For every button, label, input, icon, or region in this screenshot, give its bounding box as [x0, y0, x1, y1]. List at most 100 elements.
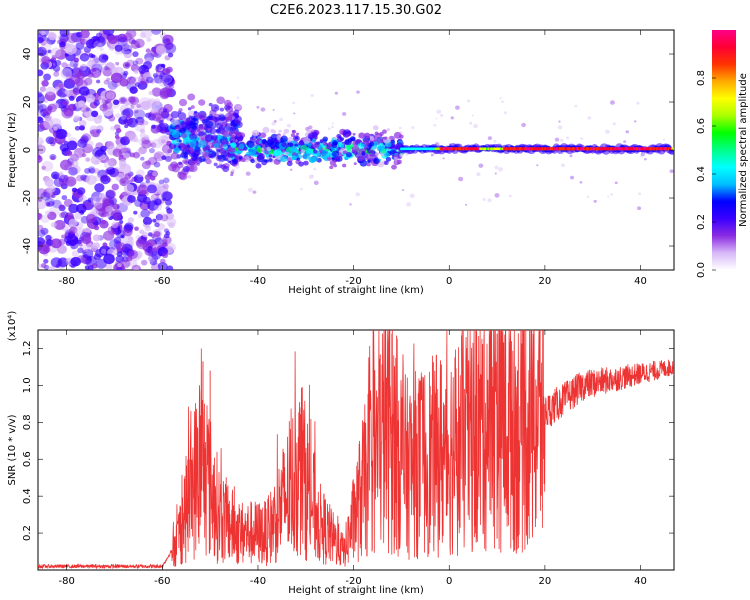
- heatmap-cell: [623, 140, 627, 143]
- heatmap-cell: [474, 147, 477, 151]
- heatmap-cell: [146, 76, 154, 84]
- heatmap-cell: [194, 149, 201, 156]
- heatmap-cell: [44, 178, 54, 187]
- heatmap-cell: [66, 32, 79, 44]
- heatmap-cell: [228, 157, 232, 162]
- heatmap-cell: [61, 234, 66, 239]
- heatmap-cell: [106, 213, 111, 218]
- heatmap-cell: [291, 155, 298, 160]
- heatmap-cell: [669, 169, 674, 173]
- heatmap-cell: [218, 164, 223, 169]
- heatmap-cell: [40, 30, 46, 36]
- heatmap-cell: [280, 155, 288, 163]
- heatmap-cell: [273, 120, 277, 123]
- heatmap-cell: [182, 165, 190, 173]
- heatmap-cell: [40, 191, 51, 201]
- heatmap-cell: [129, 96, 140, 106]
- heatmap-cell: [67, 165, 79, 176]
- heatmap-cell: [532, 147, 536, 151]
- heatmap-cell: [152, 73, 158, 78]
- heatmap-cell: [256, 105, 260, 109]
- heatmap-cell: [38, 144, 46, 155]
- heatmap-cell: [583, 147, 586, 151]
- heatmap-cell: [518, 147, 521, 151]
- heatmap-cell: [135, 238, 145, 247]
- heatmap-cell: [178, 98, 188, 107]
- heatmap-cell: [366, 162, 371, 167]
- heatmap-cell: [50, 171, 60, 180]
- heatmap-cell: [208, 102, 213, 107]
- heatmap-cell: [218, 114, 226, 122]
- heatmap-cell: [80, 174, 88, 181]
- heatmap-cell: [586, 195, 590, 198]
- heatmap-cell: [113, 213, 122, 221]
- heatmap-cell: [430, 154, 434, 157]
- heatmap-cell: [74, 212, 82, 220]
- heatmap-cell: [42, 107, 52, 116]
- heatmap-cell: [145, 48, 151, 53]
- heatmap-cell: [446, 147, 450, 151]
- heatmap-cell: [154, 222, 160, 228]
- heatmap-cell: [473, 123, 479, 129]
- heatmap-cell: [218, 148, 225, 155]
- heatmap-cell: [325, 146, 329, 150]
- heatmap-cell: [108, 45, 116, 51]
- heatmap-cell: [134, 122, 146, 132]
- heatmap-cell: [455, 105, 460, 110]
- heatmap-cell: [601, 147, 604, 151]
- heatmap-cell: [342, 163, 347, 168]
- heatmap-cell: [597, 147, 600, 151]
- heatmap-cell: [128, 179, 133, 184]
- heatmap-cell: [501, 100, 504, 103]
- heatmap-cell: [88, 74, 93, 79]
- heatmap-cell: [201, 118, 207, 124]
- heatmap-cell: [156, 185, 165, 193]
- heatmap-cell: [652, 147, 655, 151]
- heatmap-cell: [382, 129, 387, 134]
- heatmap-cell: [308, 125, 313, 130]
- heatmap-cell: [487, 198, 492, 203]
- heatmap-cell: [48, 200, 55, 207]
- heatmap-cell: [166, 265, 174, 270]
- heatmap-cell: [165, 212, 174, 220]
- heatmap-cell: [409, 193, 415, 199]
- heatmap-cell: [528, 147, 531, 151]
- heatmap-cell: [139, 128, 146, 134]
- heatmap-cell: [580, 137, 584, 140]
- heatmap-cell: [514, 147, 517, 151]
- heatmap-cell: [593, 147, 596, 151]
- heatmap-cell: [300, 187, 303, 191]
- heatmap-cell: [464, 203, 468, 206]
- colorbar-tick-label: 0.0: [696, 262, 707, 278]
- snr-panel: -80 -60 -40 -20 0 20 40 0.2 0.4 0.6 0.8 1.0 1.2 Hei…: [7, 311, 675, 596]
- heatmap-cell: [198, 112, 207, 120]
- figure-title: C2E6.2023.117.15.30.G02: [270, 3, 442, 18]
- heatmap-cell: [505, 147, 508, 151]
- heatmap-cell: [92, 70, 101, 78]
- heatmap-cell: [353, 150, 357, 153]
- heatmap-cell: [247, 187, 253, 193]
- heatmap-cell: [133, 109, 146, 120]
- heatmap-cell: [561, 163, 565, 168]
- heatmap-cell: [487, 136, 493, 141]
- heatmap-cell: [109, 66, 118, 74]
- heatmap-cell: [464, 147, 467, 151]
- heatmap-cell: [180, 142, 190, 151]
- heatmap-cell: [303, 136, 311, 144]
- heatmap-cell: [133, 174, 144, 184]
- heatmap-cell: [58, 171, 64, 176]
- heatmap-cell: [629, 147, 632, 151]
- heatmap-cell: [265, 143, 270, 148]
- heatmap-cell: [636, 101, 640, 105]
- heatmap-cell: [289, 168, 293, 171]
- heatmap-cell: [471, 114, 474, 117]
- heatmap-cell: [503, 111, 508, 115]
- heatmap-cell: [103, 79, 110, 85]
- heatmap-cell: [40, 40, 52, 51]
- heatmap-cell: [54, 219, 66, 230]
- heatmap-cell: [99, 67, 105, 72]
- heatmap-cell: [157, 262, 168, 270]
- heatmap-cell: [159, 72, 166, 78]
- heatmap-cell: [88, 53, 94, 58]
